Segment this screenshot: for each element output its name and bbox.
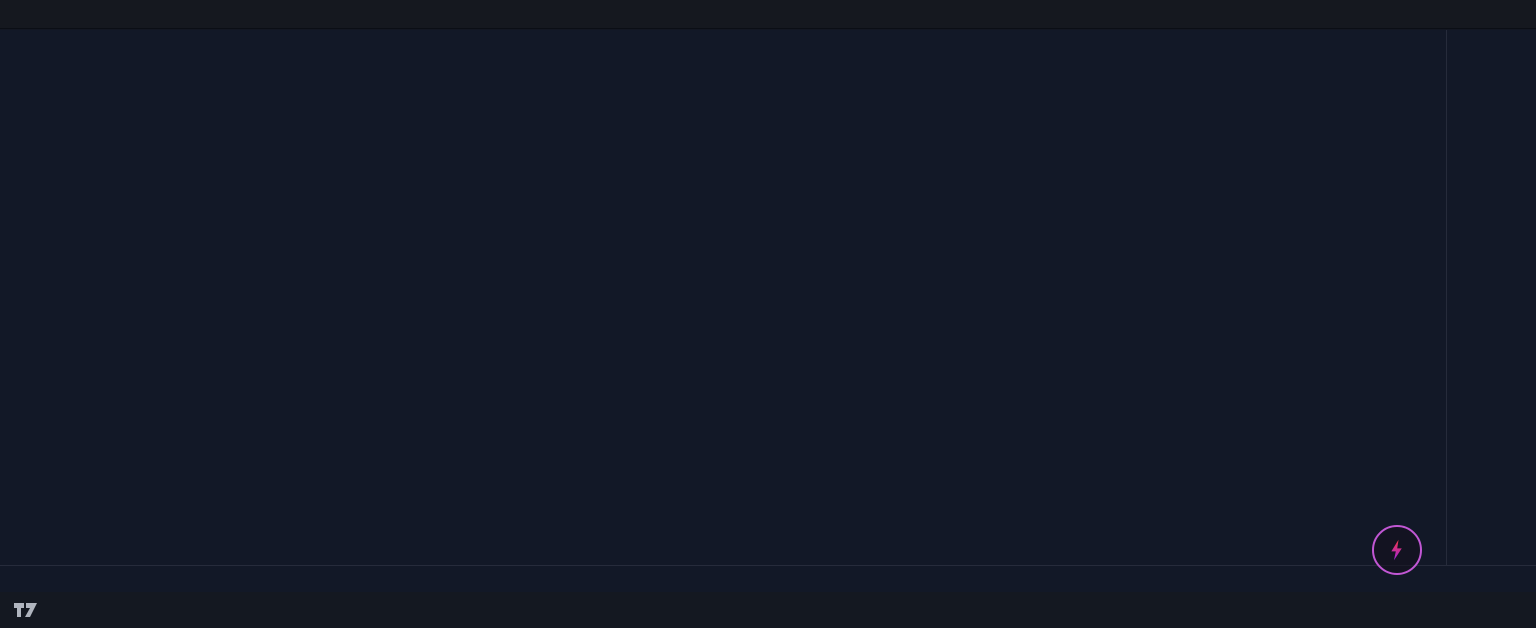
legend <box>16 35 34 73</box>
published-bar <box>0 0 1536 29</box>
tradingview-logo-icon[interactable] <box>13 600 39 620</box>
chart-pane <box>0 30 1536 565</box>
time-scale[interactable] <box>0 565 1536 592</box>
candlestick-chart[interactable] <box>0 30 1446 565</box>
flash-badge[interactable] <box>1372 525 1422 575</box>
price-scale[interactable] <box>1446 30 1536 565</box>
lightning-icon <box>1391 539 1402 561</box>
footer <box>0 592 1536 628</box>
